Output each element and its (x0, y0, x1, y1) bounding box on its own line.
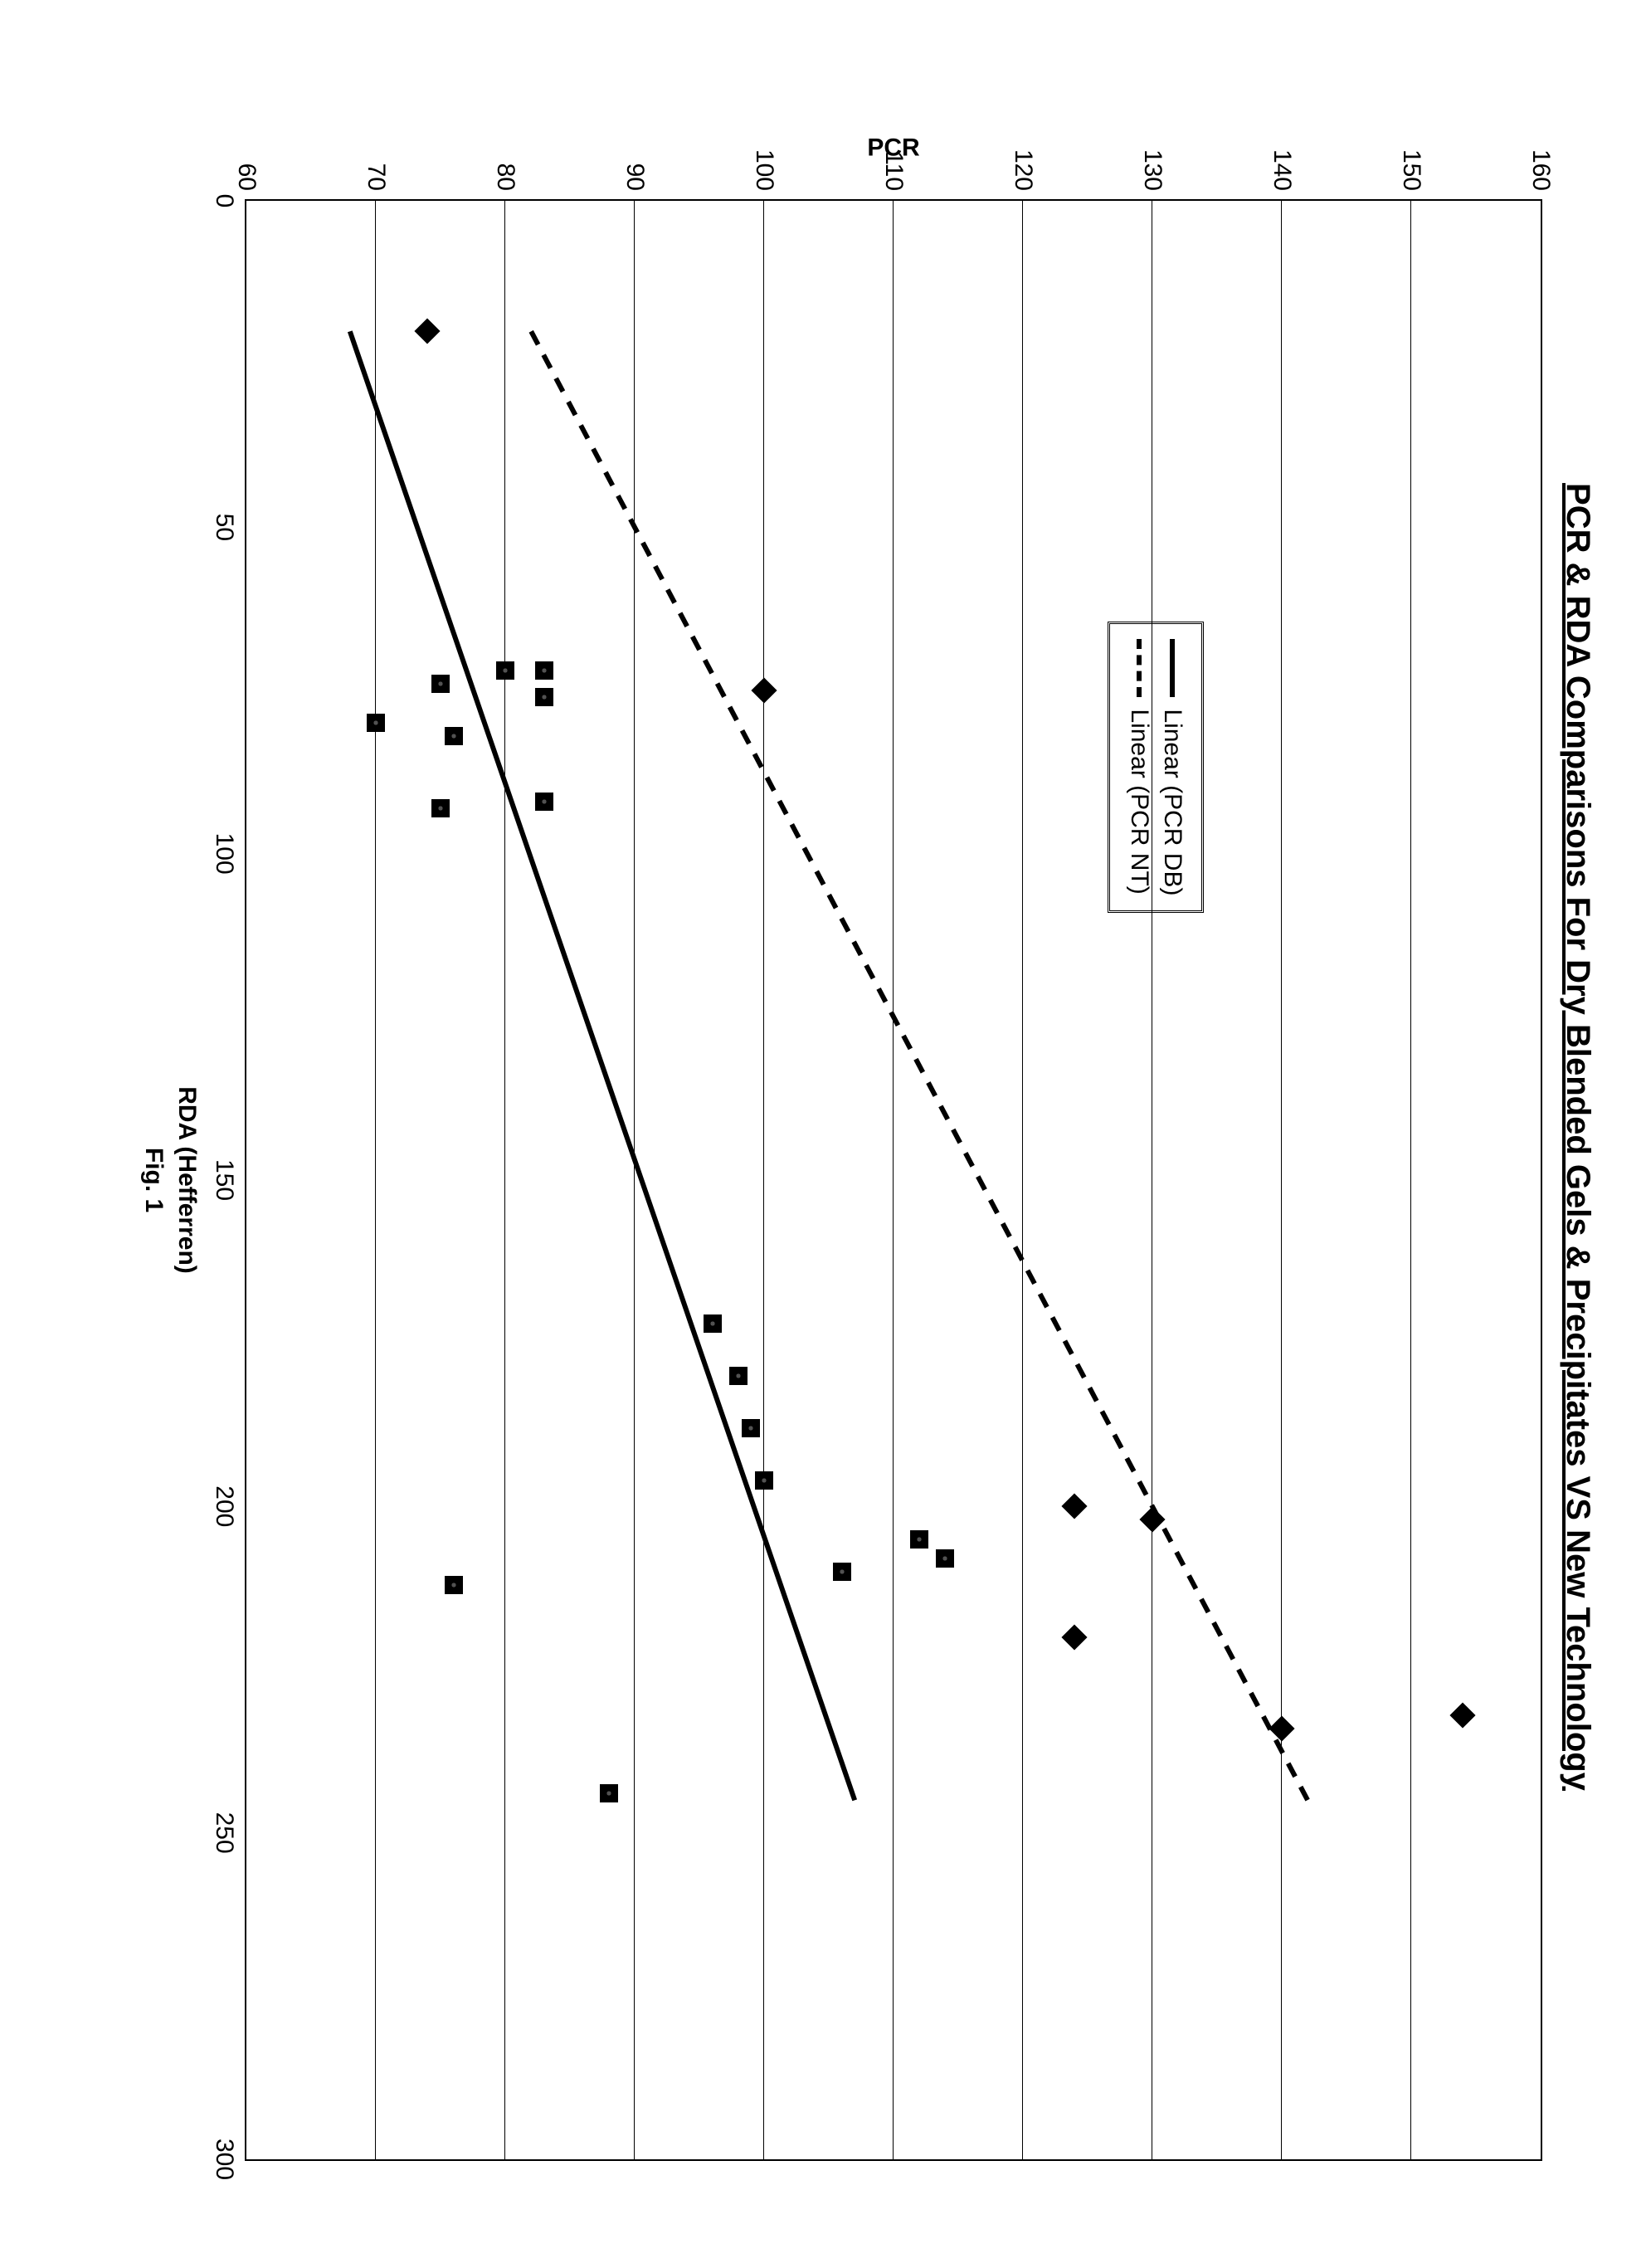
y-tick-label: 150 (1397, 149, 1425, 191)
legend: Linear (PCR DB)Linear (PCR NT) (1108, 622, 1204, 913)
x-tick-label: 300 (210, 2139, 238, 2180)
data-point-square (535, 661, 553, 680)
x-tick-label: 50 (210, 514, 238, 541)
data-point-square (742, 1419, 760, 1437)
legend-label: Linear (PCR NT) (1125, 709, 1153, 894)
data-point-square (910, 1530, 928, 1549)
data-point-square (445, 727, 463, 745)
gridline-y (1022, 201, 1023, 2159)
data-point-square (535, 688, 553, 706)
data-point-square (600, 1784, 618, 1802)
gridline-y (1410, 201, 1411, 2159)
legend-item: Linear (PCR NT) (1125, 639, 1153, 895)
x-tick-label: 0 (210, 194, 238, 208)
data-point-square (833, 1563, 851, 1581)
legend-item: Linear (PCR DB) (1158, 639, 1186, 895)
plot-area: PCR RDA (Hefferren) Fig. 1 Linear (PCR D… (245, 199, 1542, 2161)
trendline-nt (350, 331, 855, 1800)
x-tick-label: 150 (210, 1159, 238, 1201)
legend-swatch (1170, 639, 1175, 697)
data-point-square (431, 675, 450, 693)
gridline-y (504, 201, 505, 2159)
gridline-y (634, 201, 635, 2159)
x-axis-title: RDA (Hefferren) (173, 1086, 201, 1274)
gridline-y (1281, 201, 1282, 2159)
trend-lines-svg (246, 201, 1541, 2159)
x-tick-label: 250 (210, 1812, 238, 1854)
y-tick-label: 80 (491, 163, 519, 191)
y-tick-label: 130 (1138, 149, 1166, 191)
y-tick-label: 90 (621, 163, 649, 191)
x-tick-label: 200 (210, 1485, 238, 1527)
data-point-square (445, 1576, 463, 1594)
legend-swatch (1137, 639, 1142, 697)
gridline-y (763, 201, 764, 2159)
gridline-y (893, 201, 894, 2159)
figure-label: Fig. 1 (139, 1148, 168, 1212)
gridline-y (375, 201, 376, 2159)
data-point-square (535, 793, 553, 811)
y-tick-label: 100 (750, 149, 778, 191)
data-point-square (704, 1314, 722, 1333)
data-point-square (729, 1367, 748, 1385)
landscape-rotator: PCR & RDA Comparisons For Dry Blended Ge… (0, 0, 1646, 2268)
chart-container: PCR & RDA Comparisons For Dry Blended Ge… (70, 100, 1596, 2174)
y-tick-label: 70 (362, 163, 390, 191)
y-tick-label: 160 (1527, 149, 1555, 191)
x-tick-label: 100 (210, 833, 238, 875)
trendline-db (531, 331, 1308, 1800)
y-tick-label: 60 (232, 163, 261, 191)
chart-title: PCR & RDA Comparisons For Dry Blended Ge… (1559, 100, 1596, 2174)
legend-label: Linear (PCR DB) (1158, 709, 1186, 895)
y-tick-label: 140 (1268, 149, 1296, 191)
y-tick-label: 120 (1009, 149, 1037, 191)
y-tick-label: 110 (879, 151, 908, 191)
data-point-square (755, 1471, 773, 1490)
data-point-square (496, 661, 514, 680)
data-point-square (936, 1549, 954, 1568)
data-point-square (367, 714, 385, 732)
data-point-square (431, 799, 450, 817)
